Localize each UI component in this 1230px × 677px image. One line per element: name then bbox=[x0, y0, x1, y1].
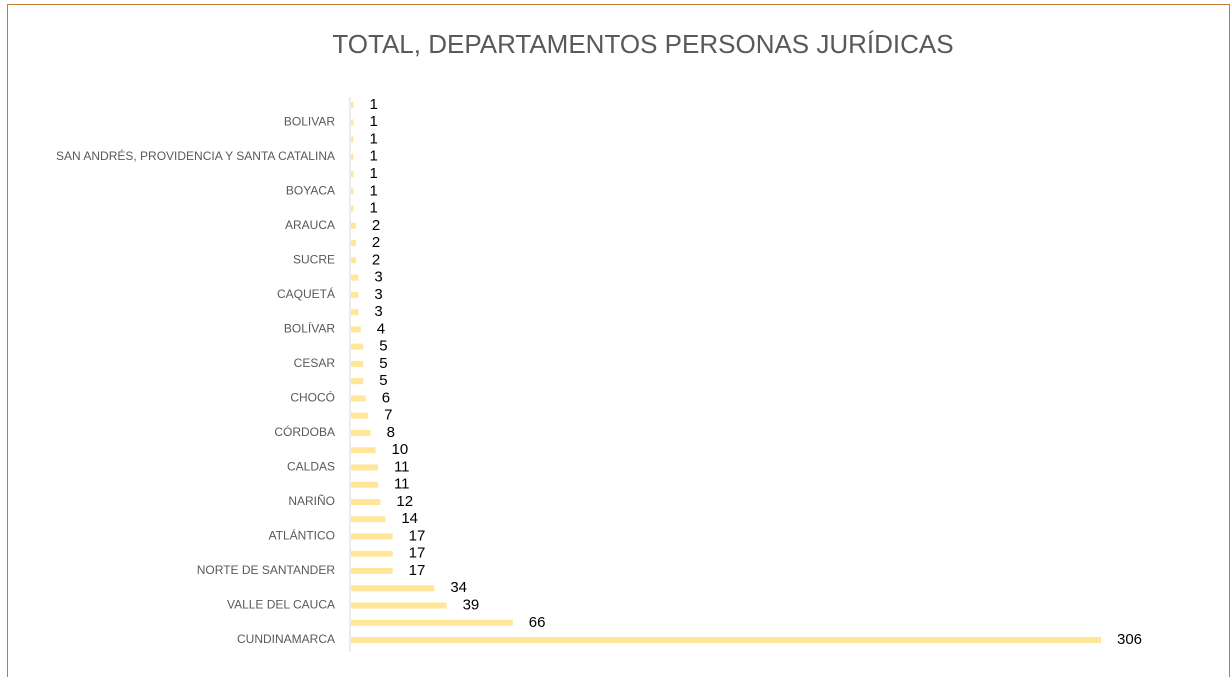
value-label: 10 bbox=[392, 441, 409, 458]
y-tick-label: BOLIVAR bbox=[284, 114, 335, 128]
value-label: 6 bbox=[382, 389, 390, 406]
value-label: 1 bbox=[369, 200, 377, 217]
bar bbox=[351, 412, 369, 419]
bar bbox=[351, 516, 386, 523]
value-label: 2 bbox=[372, 234, 380, 251]
value-label: 3 bbox=[374, 269, 382, 286]
bar bbox=[351, 395, 366, 402]
bar bbox=[351, 222, 356, 229]
bar bbox=[351, 188, 354, 195]
value-label: 8 bbox=[387, 424, 395, 441]
y-tick-label: VALLE DEL CAUCA bbox=[227, 598, 335, 612]
y-tick-label: SUCRE bbox=[293, 253, 335, 267]
bar bbox=[351, 257, 356, 264]
bar bbox=[351, 533, 393, 540]
y-tick-label: ARAUCA bbox=[285, 218, 335, 232]
value-label: 3 bbox=[374, 286, 382, 303]
bar bbox=[351, 637, 1101, 644]
value-label: 1 bbox=[369, 96, 377, 113]
bar bbox=[351, 240, 356, 247]
value-label: 14 bbox=[401, 510, 418, 527]
y-tick-label: CAQUETÁ bbox=[277, 286, 335, 301]
bar bbox=[351, 378, 364, 385]
y-tick-label: NORTE DE SANTANDER bbox=[197, 563, 336, 577]
value-label: 34 bbox=[450, 579, 467, 596]
bar bbox=[351, 550, 393, 557]
value-label: 2 bbox=[372, 251, 380, 268]
value-label: 1 bbox=[369, 165, 377, 182]
value-label: 5 bbox=[379, 355, 387, 372]
bar bbox=[351, 205, 354, 212]
bar bbox=[351, 602, 447, 609]
bar bbox=[351, 481, 378, 488]
bar bbox=[351, 447, 376, 454]
value-label: 3 bbox=[374, 303, 382, 320]
bar bbox=[351, 585, 435, 592]
y-tick-label: NARIÑO bbox=[288, 494, 335, 508]
bar bbox=[351, 171, 354, 178]
y-tick-label: BOYACA bbox=[286, 183, 335, 197]
bar bbox=[351, 136, 354, 143]
value-label: 4 bbox=[377, 320, 385, 337]
chart-title: TOTAL, DEPARTAMENTOS PERSONAS JURÍDICAS bbox=[332, 29, 953, 59]
bar bbox=[351, 102, 354, 108]
value-label: 17 bbox=[409, 545, 426, 562]
bar bbox=[351, 464, 378, 471]
value-label: 2 bbox=[372, 217, 380, 234]
value-label: 11 bbox=[394, 476, 410, 493]
value-label: 5 bbox=[379, 338, 387, 355]
bar bbox=[351, 343, 364, 350]
bar bbox=[351, 309, 359, 316]
value-label: 1 bbox=[369, 182, 377, 199]
y-tick-label: BOLÍVAR bbox=[284, 321, 335, 336]
value-label: 66 bbox=[529, 614, 546, 631]
y-tick-label: ATLÁNTICO bbox=[269, 528, 335, 543]
y-tick-label: CÓRDOBA bbox=[274, 424, 335, 439]
bar bbox=[351, 498, 381, 505]
y-tick-label: CUNDINAMARCA bbox=[237, 632, 335, 646]
bar bbox=[351, 291, 359, 298]
bar bbox=[351, 568, 393, 575]
value-label: 12 bbox=[396, 493, 413, 510]
y-tick-label: SAN ANDRÉS, PROVIDENCIA Y SANTA CATALINA bbox=[56, 148, 335, 163]
value-label: 39 bbox=[463, 597, 480, 614]
bar bbox=[351, 326, 361, 333]
bar bbox=[351, 153, 354, 160]
value-label: 306 bbox=[1117, 631, 1142, 648]
y-tick-label: CHOCÓ bbox=[290, 390, 335, 405]
value-label: 17 bbox=[409, 562, 426, 579]
y-tick-label: CALDAS bbox=[287, 460, 335, 474]
bar bbox=[351, 119, 354, 126]
y-tick-label: CESAR bbox=[294, 356, 336, 370]
bar bbox=[351, 619, 513, 626]
value-label: 1 bbox=[369, 113, 377, 130]
bar bbox=[351, 274, 359, 281]
value-label: 11 bbox=[394, 458, 410, 475]
chart-frame bbox=[7, 4, 1230, 677]
value-label: 5 bbox=[379, 372, 387, 389]
value-label: 1 bbox=[369, 148, 377, 165]
bar bbox=[351, 429, 371, 436]
value-label: 17 bbox=[409, 527, 426, 544]
value-label: 1 bbox=[369, 130, 377, 147]
value-label: 7 bbox=[384, 407, 392, 424]
bar bbox=[351, 360, 364, 367]
